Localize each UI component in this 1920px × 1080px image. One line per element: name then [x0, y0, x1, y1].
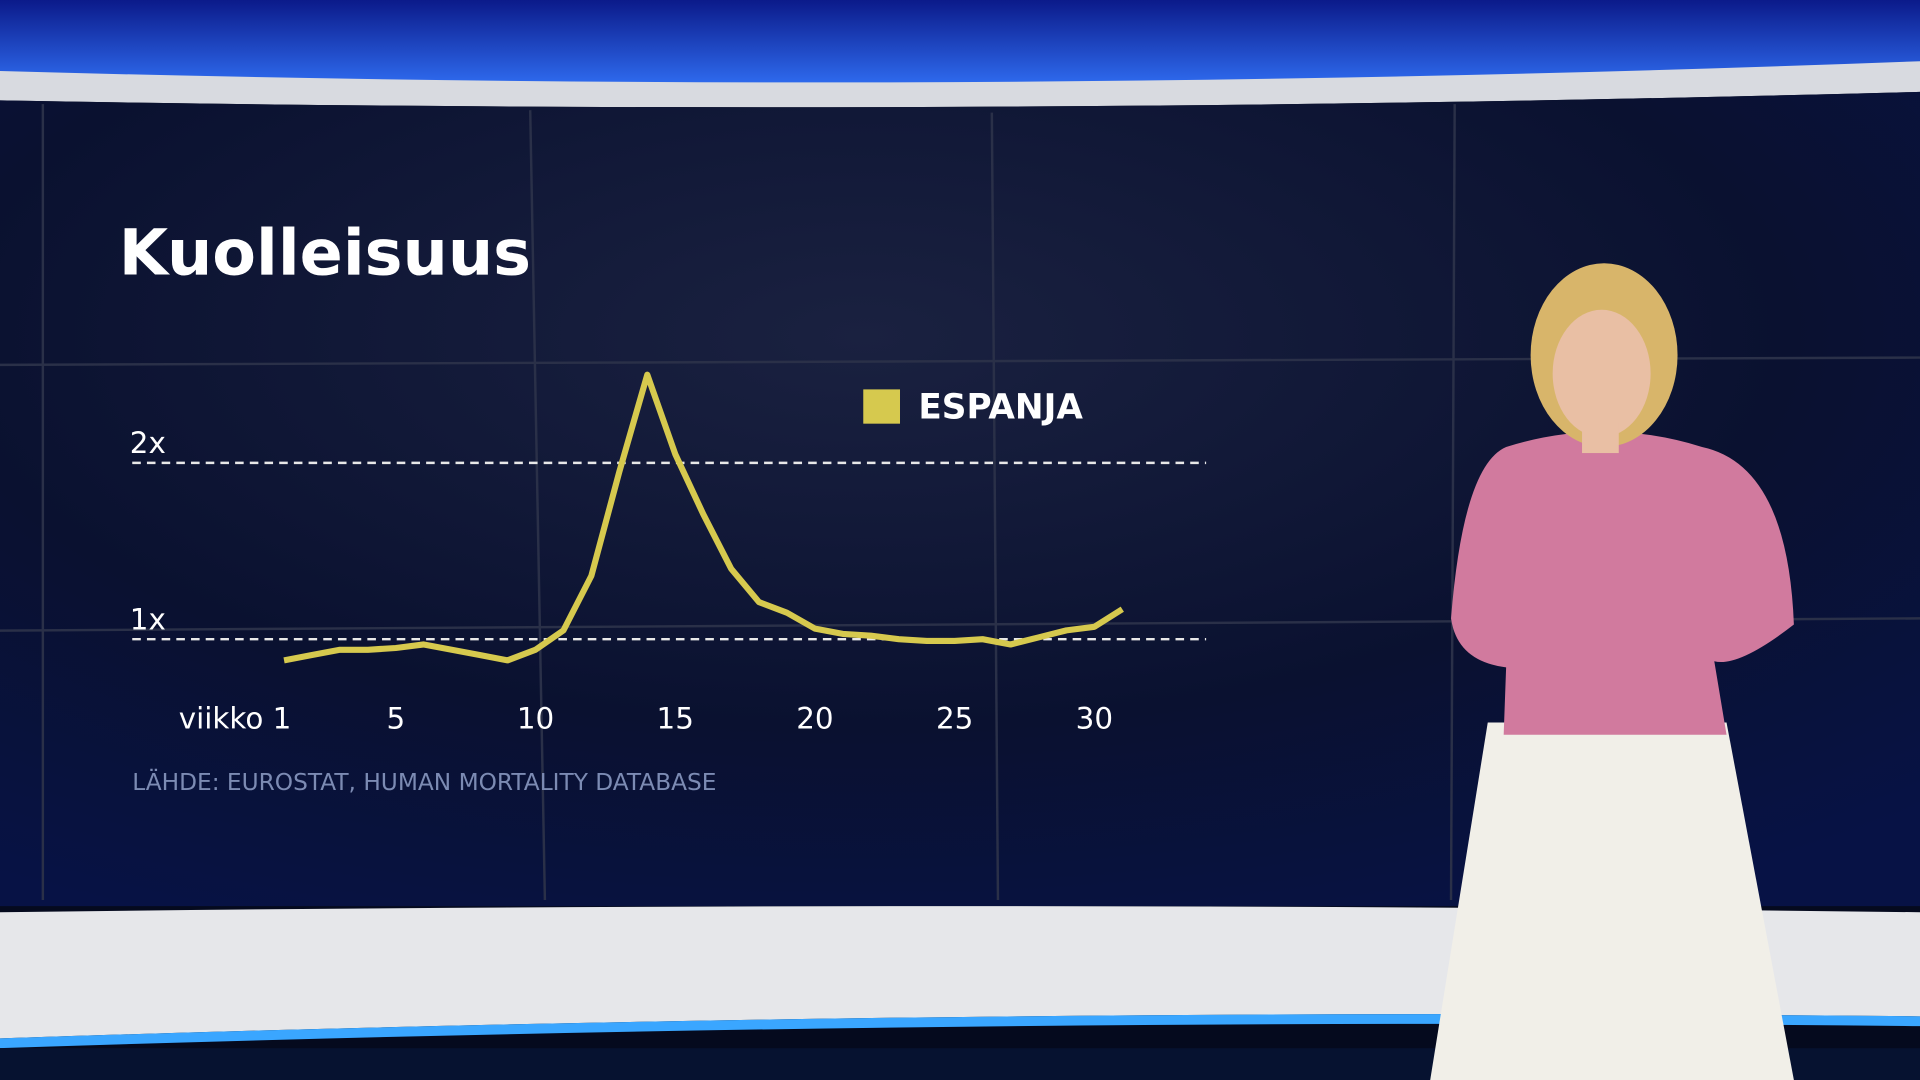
x-tick-label: 10: [517, 702, 554, 736]
y-tick-label: 2x: [130, 426, 166, 460]
data-line: [283, 371, 1124, 664]
chart-title: Kuolleisuus: [119, 217, 531, 291]
legend-label: ESPANJA: [918, 387, 1083, 427]
x-tick-label: 15: [657, 702, 694, 736]
y-tick-label: 1x: [130, 602, 166, 636]
source-note: LÄHDE: EUROSTAT, HUMAN MORTALITY DATABAS…: [132, 768, 716, 796]
x-tick-label: viikko 1: [179, 702, 292, 736]
presenter: [1430, 263, 1794, 1080]
legend-swatch: [863, 389, 900, 424]
x-tick-label: 5: [386, 702, 405, 736]
x-tick-label: 25: [936, 702, 973, 736]
x-tick-label: 20: [796, 702, 833, 736]
x-tick-label: 30: [1076, 702, 1113, 736]
